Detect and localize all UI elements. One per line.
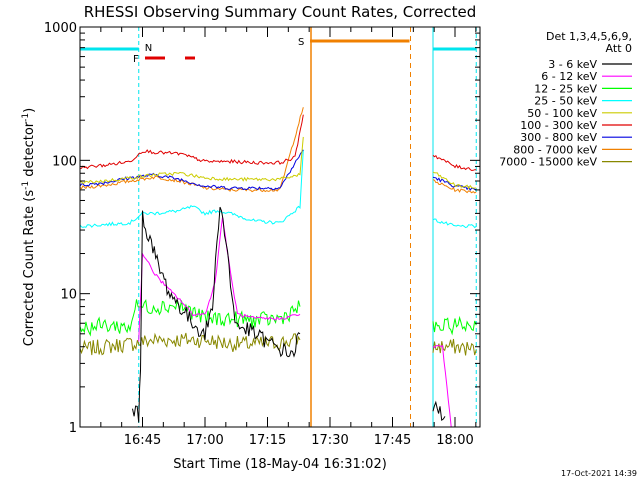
chart-title: RHESSI Observing Summary Count Rates, Co… <box>84 3 477 21</box>
y-label-end: ) <box>22 108 37 113</box>
legend-label: 300 - 800 keV <box>520 131 597 144</box>
legend-label: 3 - 6 keV <box>548 58 597 71</box>
series-line <box>432 338 477 356</box>
y-tick-label: 100 <box>52 154 77 169</box>
series-line <box>79 332 301 356</box>
y-tick-label: 1 <box>69 421 77 436</box>
flare-flag-label: F <box>133 54 139 65</box>
series-line <box>132 206 301 423</box>
y-axis-label: Corrected Count Rate (s-1 detector-1) <box>21 108 37 346</box>
x-axis-label: Start Time (18-May-04 16:31:02) <box>173 457 387 472</box>
plot-frame <box>79 26 481 428</box>
legend-title-2: Att 0 <box>606 42 632 55</box>
y-label-main: Corrected Count Rate (s <box>22 190 37 347</box>
legend-label: 25 - 50 keV <box>534 95 597 108</box>
x-tick-label: 17:30 <box>311 433 348 448</box>
series-line <box>79 149 304 228</box>
plot-area: NF S <box>79 27 477 428</box>
series-line <box>79 107 304 193</box>
series-line <box>432 218 477 229</box>
legend-label: 800 - 7000 keV <box>513 143 597 156</box>
series-line <box>432 154 477 172</box>
series-line <box>432 315 477 336</box>
y-tick-label: 1000 <box>44 21 77 36</box>
x-tick-label: 16:45 <box>124 433 161 448</box>
series-line <box>432 176 477 192</box>
legend-label: 6 - 12 keV <box>541 70 597 83</box>
y-label-sup2: -1 <box>21 113 31 122</box>
night-flag-label: N <box>145 43 152 54</box>
series-line <box>79 298 301 337</box>
legend-label: 7000 - 15000 keV <box>499 156 597 169</box>
y-tick-label: 10 <box>60 288 77 303</box>
y-label-sup1: -1 <box>21 181 31 190</box>
series-line <box>432 345 452 428</box>
series-line <box>432 179 477 194</box>
saa-flag-label: S <box>298 37 304 48</box>
legend-title-1: Det 1,3,4,5,6,9, <box>546 30 632 43</box>
x-tick-label: 18:00 <box>436 433 473 448</box>
legend-label: 50 - 100 keV <box>527 107 597 120</box>
footer-date: 17-Oct-2021 14:39 <box>561 469 637 478</box>
x-tick-label: 17:00 <box>186 433 223 448</box>
series-line <box>432 400 446 421</box>
x-tick-label: 17:15 <box>249 433 286 448</box>
axes-ticks: 1 10 100 1000 16:45 17:00 17:15 17:30 17:45 18:00 <box>44 21 480 448</box>
legend-label: 12 - 25 keV <box>534 82 597 95</box>
x-tick-label: 17:45 <box>374 433 411 448</box>
legend-label: 100 - 300 keV <box>520 119 597 132</box>
series-line <box>432 171 477 190</box>
y-label-mid: detector <box>22 121 37 181</box>
series-line <box>79 114 304 170</box>
series-line <box>79 136 304 184</box>
series-line <box>138 217 301 342</box>
